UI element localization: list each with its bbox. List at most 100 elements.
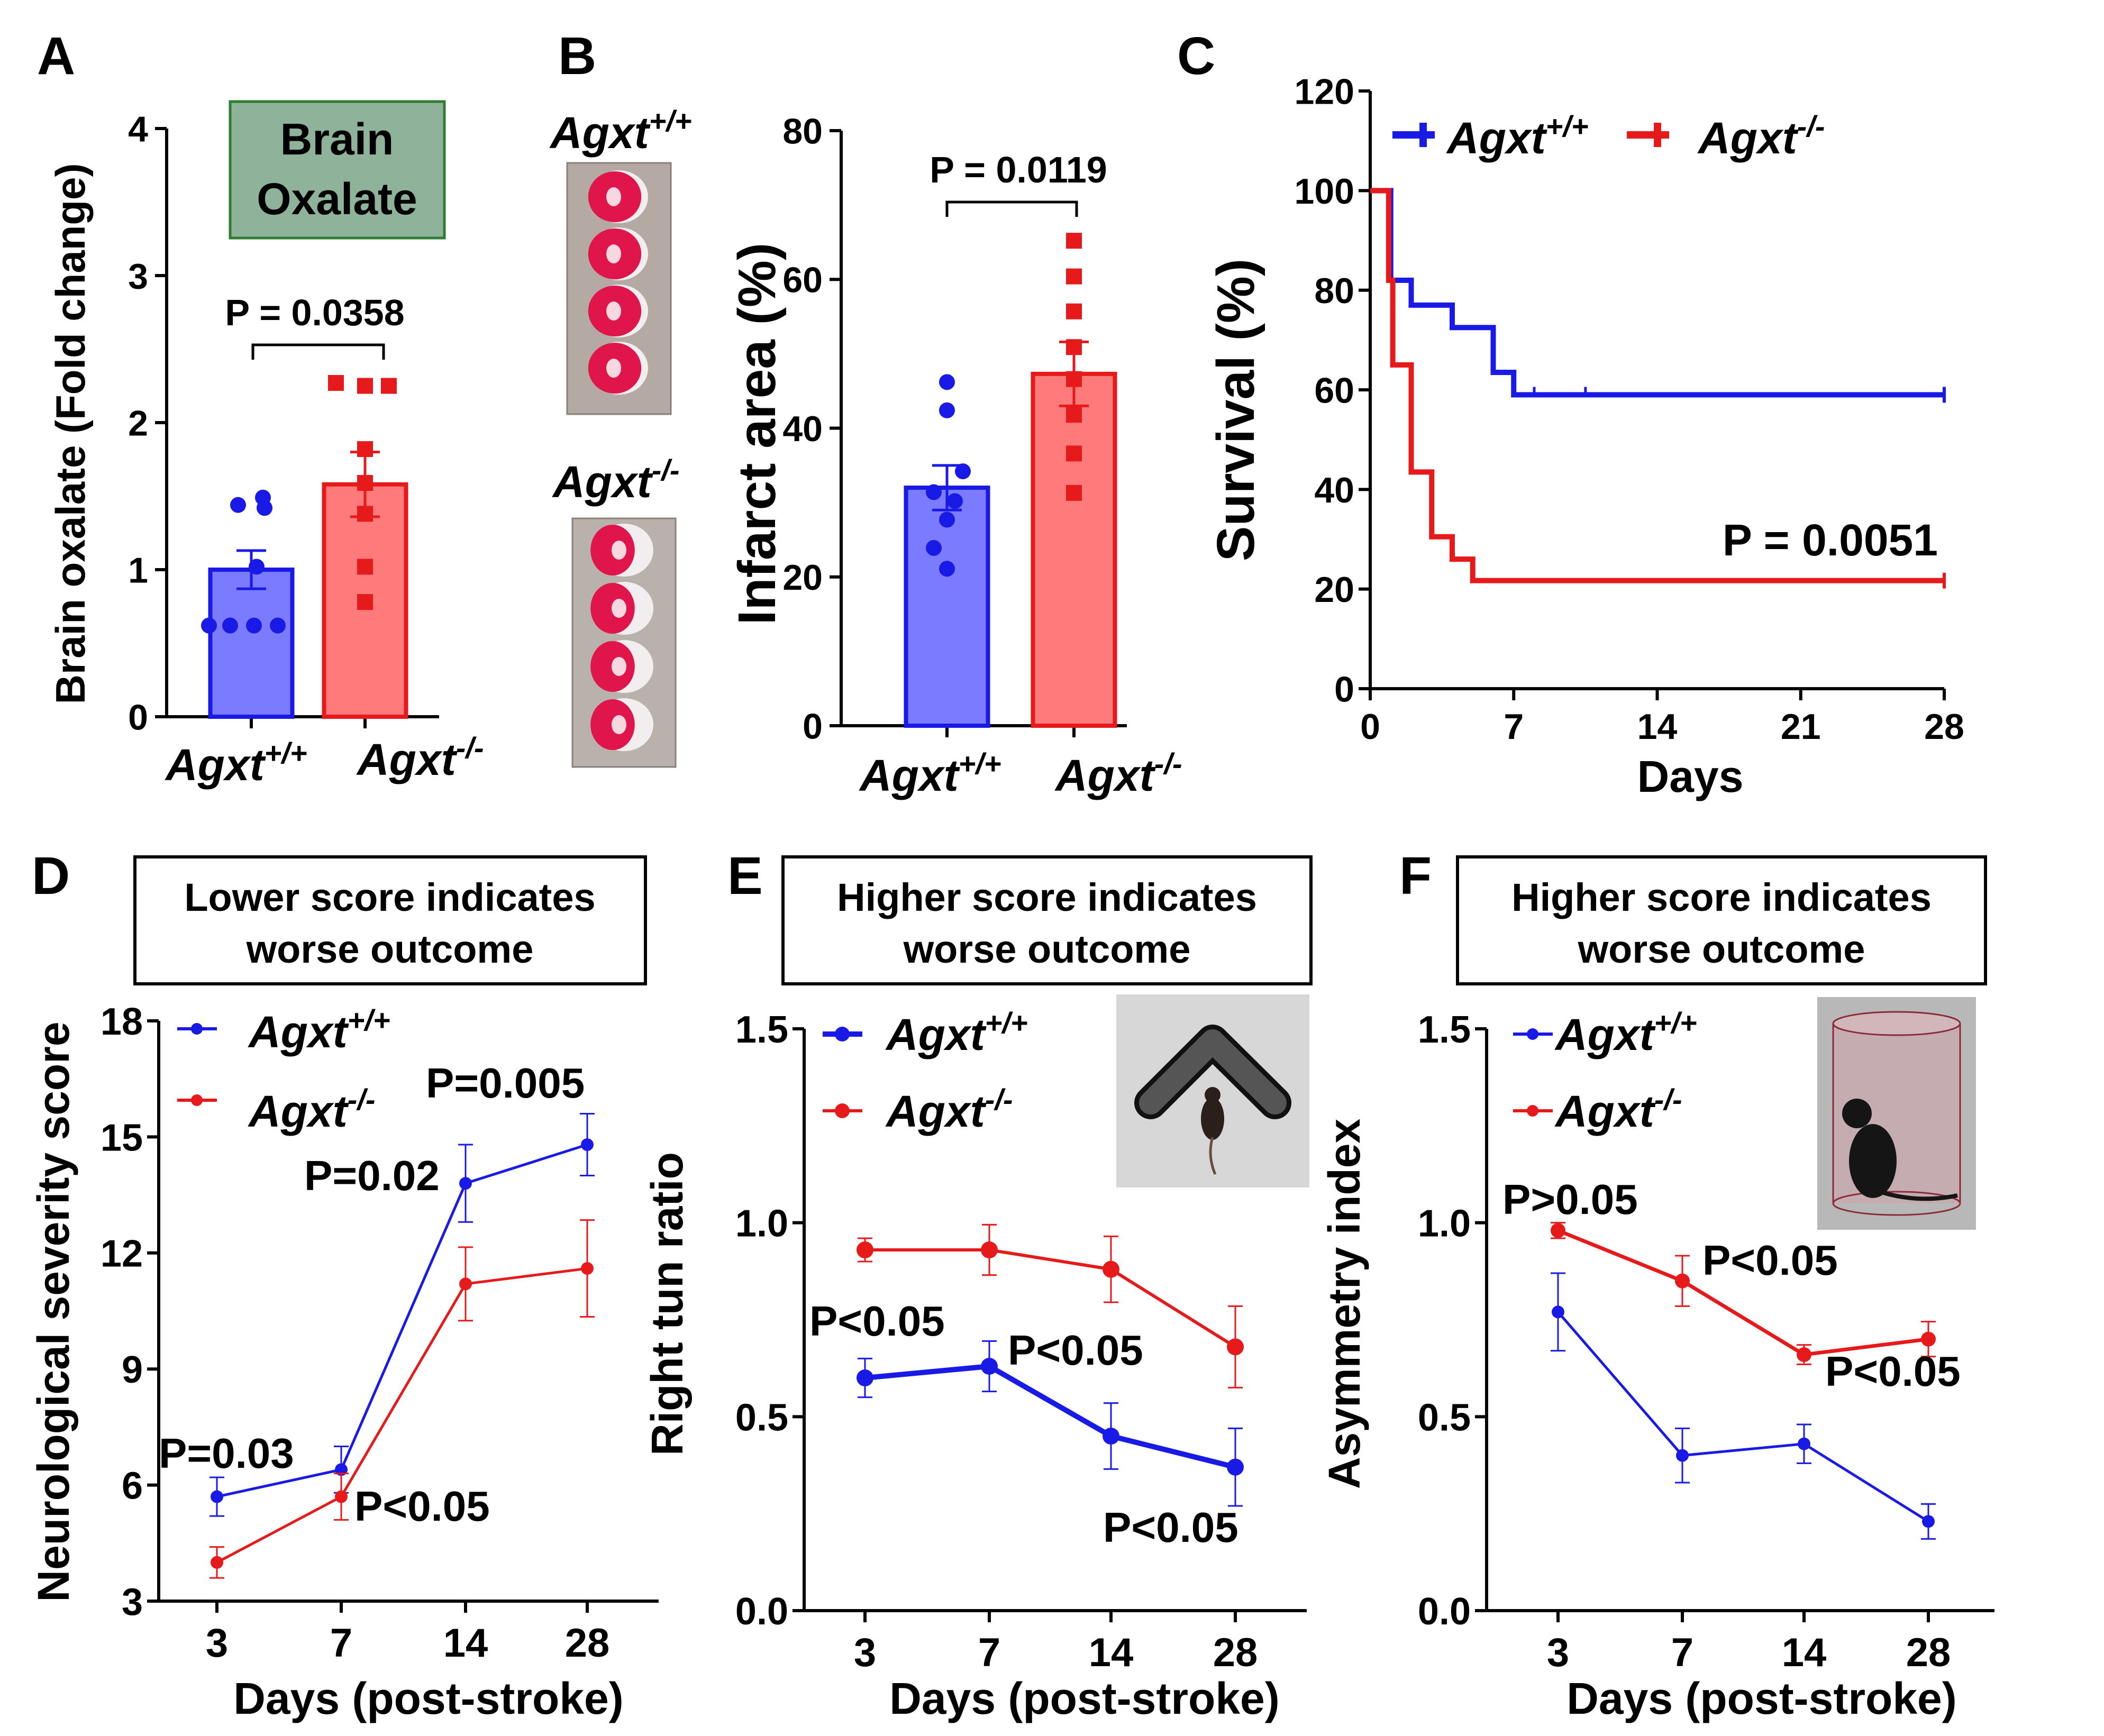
f-legend-ko-marker bbox=[1527, 1105, 1538, 1117]
A-plot-y-tick-label: 3 bbox=[128, 256, 148, 296]
e-pvalue-day3: P<0.05 bbox=[809, 1298, 945, 1345]
a-pvalue: P = 0.0358 bbox=[225, 292, 404, 333]
brain-slice-wt bbox=[606, 244, 621, 263]
F-plot-point-wt bbox=[1676, 1449, 1689, 1462]
E-plot-x-tick-label: 7 bbox=[978, 1630, 1000, 1675]
c-legend-ko-label: Agxt-/- bbox=[1697, 109, 1825, 163]
c-legend-ko-marker bbox=[1627, 123, 1669, 147]
B-plot-y-tick-label: 20 bbox=[782, 558, 823, 598]
c-y-tick-label: 80 bbox=[1314, 271, 1354, 311]
e-x-label: Days (post-stroke) bbox=[889, 1674, 1280, 1723]
brain-slice-ko bbox=[612, 541, 626, 560]
c-x-tick-label: 28 bbox=[1924, 707, 1964, 747]
a-x-label-ko: Agxt-/- bbox=[356, 731, 484, 784]
e-legend-ko-label: Agxt-/- bbox=[885, 1083, 1013, 1136]
F-plot-y-tick-label: 0.5 bbox=[1418, 1396, 1471, 1439]
c-y-label: Survival (%) bbox=[1206, 259, 1265, 561]
d-note-box bbox=[133, 855, 647, 985]
D-plot-point-wt bbox=[211, 1490, 223, 1503]
B-plot-point-wt bbox=[939, 511, 955, 528]
A-plot-point-ko bbox=[328, 374, 344, 391]
panel-d: Lower score indicates worse outcome Neur… bbox=[29, 855, 659, 1723]
B-plot-y-tick-label: 80 bbox=[782, 111, 823, 151]
e-legend: Agxt+/+ Agxt-/- bbox=[823, 1006, 1028, 1136]
brain-slices-ko-image bbox=[571, 517, 677, 768]
e-pvalue-day7: P<0.05 bbox=[1008, 1327, 1143, 1374]
panel-e: Higher score indicates worse outcome Rig… bbox=[642, 855, 1313, 1723]
d-pvalue-day3: P=0.03 bbox=[159, 1430, 294, 1477]
B-plot-point-wt bbox=[926, 484, 942, 500]
E-plot-y-tick-label: 0.5 bbox=[735, 1396, 788, 1439]
F-plot-point-wt bbox=[1552, 1305, 1564, 1319]
D-plot-series-ko bbox=[216, 1267, 588, 1564]
E-plot-point-wt bbox=[857, 1369, 873, 1386]
b-bracket bbox=[945, 200, 1078, 217]
F-plot-point-wt bbox=[1922, 1515, 1935, 1528]
F-plot-y-tick-label: 0.0 bbox=[1418, 1591, 1471, 1633]
D-plot-point-ko bbox=[581, 1262, 594, 1275]
f-pvalue-day28: P<0.05 bbox=[1825, 1348, 1961, 1395]
B-plot-point-ko bbox=[1066, 339, 1082, 355]
A-plot-y-tick-label: 1 bbox=[128, 550, 148, 590]
panel-f: Higher score indicates worse outcome Asy… bbox=[1319, 855, 1994, 1723]
D-plot-point-ko bbox=[211, 1556, 223, 1569]
b-x-label-ko: Agxt-/- bbox=[1054, 747, 1182, 800]
E-plot-point-wt bbox=[981, 1358, 998, 1375]
b-image-label-ko: Agxt-/- bbox=[552, 453, 680, 507]
D-plot-y-tick-label: 3 bbox=[122, 1581, 143, 1623]
E-plot-point-wt bbox=[1227, 1458, 1244, 1476]
A-plot-y-tick-label: 2 bbox=[128, 403, 148, 443]
c-y-tick-label: 40 bbox=[1314, 470, 1354, 510]
B-plot-y-tick-label: 60 bbox=[782, 260, 823, 300]
c-series-wt bbox=[1370, 188, 1944, 398]
D-plot-point-wt bbox=[581, 1138, 594, 1152]
panel-label-f: F bbox=[1399, 846, 1432, 906]
b-x-label-wt: Agxt+/+ bbox=[859, 747, 1001, 800]
a-y-label: Brain oxalate (Fold change) bbox=[47, 163, 94, 705]
E-plot-y-tick-label: 1.0 bbox=[735, 1203, 788, 1245]
f-legend-wt-marker bbox=[1527, 1028, 1538, 1040]
A-plot-point-ko bbox=[357, 474, 373, 491]
d-legend-ko-label: Agxt-/- bbox=[248, 1083, 376, 1136]
brain-slice-ko bbox=[612, 715, 626, 734]
A-plot-point-wt bbox=[201, 617, 217, 634]
F-plot-point-ko bbox=[1675, 1273, 1690, 1289]
A-plot-point-ko bbox=[381, 378, 397, 394]
b-image-label-wt: Agxt+/+ bbox=[549, 104, 692, 158]
D-plot-point-ko bbox=[459, 1277, 472, 1291]
e-pvalue-day28: P<0.05 bbox=[1103, 1504, 1238, 1551]
d-pvalue-day14: P=0.02 bbox=[304, 1152, 440, 1199]
A-plot-point-ko bbox=[357, 559, 373, 575]
d-pvalue-day7: P<0.05 bbox=[354, 1483, 490, 1530]
D-plot-x-tick-label: 28 bbox=[565, 1621, 610, 1666]
F-plot-y-tick-label: 1.0 bbox=[1418, 1203, 1471, 1245]
B-plot-point-ko bbox=[1066, 268, 1082, 285]
e-note-line1: Higher score indicates bbox=[837, 875, 1257, 919]
c-x-tick-label: 0 bbox=[1360, 707, 1380, 747]
B-plot-point-wt bbox=[939, 561, 955, 577]
f-note-line2: worse outcome bbox=[1578, 927, 1865, 971]
e-legend-wt-marker bbox=[835, 1027, 850, 1041]
E-plot-point-ko bbox=[1103, 1260, 1119, 1278]
c-pvalue: P = 0.0051 bbox=[1723, 515, 1938, 565]
brain-slice-wt bbox=[606, 187, 621, 206]
e-note-box bbox=[781, 855, 1313, 985]
A-plot-point-ko bbox=[357, 378, 373, 394]
c-x-label: Days bbox=[1637, 752, 1744, 801]
a-bracket bbox=[251, 343, 385, 360]
E-plot-x-tick-label: 3 bbox=[854, 1630, 876, 1675]
d-x-label: Days (post-stroke) bbox=[233, 1674, 624, 1723]
e-note-line2: worse outcome bbox=[903, 927, 1191, 971]
c-y-tick-label: 120 bbox=[1295, 71, 1354, 112]
A-plot-y-tick-label: 4 bbox=[128, 109, 148, 149]
F-plot-series-ko bbox=[1557, 1229, 1929, 1357]
A-plot-point-wt bbox=[246, 617, 262, 634]
D-plot-y-tick-label: 6 bbox=[122, 1465, 143, 1507]
D-plot-series-wt bbox=[216, 1143, 588, 1498]
F-plot-point-ko bbox=[1921, 1331, 1936, 1347]
A-plot-bar-wt bbox=[208, 568, 295, 719]
brain-oxalate-title-2: Oxalate bbox=[257, 174, 417, 224]
brain-slice-ko bbox=[612, 657, 626, 676]
c-x-tick-label: 7 bbox=[1504, 707, 1524, 747]
d-legend-wt-label: Agxt+/+ bbox=[248, 1003, 390, 1057]
